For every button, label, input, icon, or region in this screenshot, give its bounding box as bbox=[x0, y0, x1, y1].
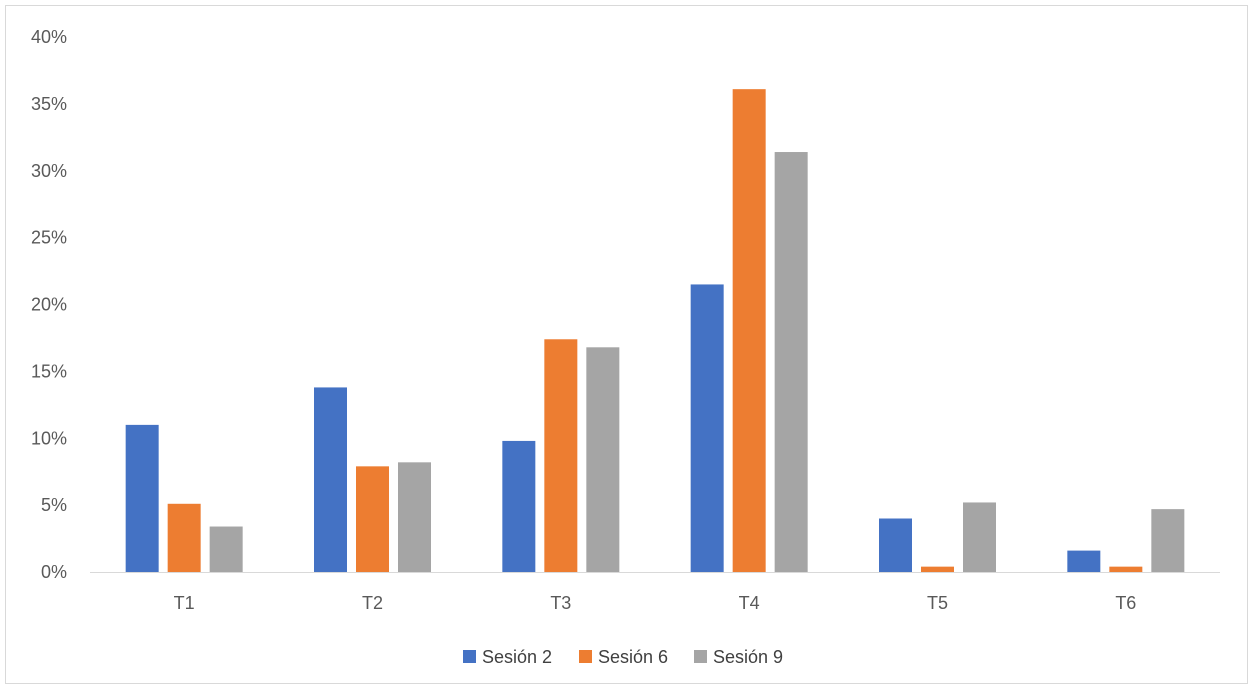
x-axis-ticks: T1 T2 T3 T4 T5 T6 bbox=[174, 593, 1137, 613]
bar-t3-series-3 bbox=[586, 347, 620, 572]
legend-label: Sesión 2 bbox=[482, 647, 552, 667]
bar-t3-series-2 bbox=[544, 339, 578, 572]
y-tick-label: 20% bbox=[31, 295, 67, 315]
legend-swatch bbox=[463, 650, 476, 663]
legend-label: Sesión 9 bbox=[713, 647, 783, 667]
y-tick-label: 10% bbox=[31, 428, 67, 448]
bar-t3-series-1 bbox=[502, 440, 536, 572]
bar-t2-series-2 bbox=[356, 466, 389, 572]
x-tick-label: T2 bbox=[362, 593, 383, 613]
bar-t2-series-1 bbox=[314, 387, 347, 572]
x-tick-label: T6 bbox=[1115, 593, 1136, 613]
legend-swatch bbox=[579, 650, 592, 663]
y-axis-ticks: 0% 5% 10% 15% 20% 25% 30% 35% 40% bbox=[31, 27, 67, 582]
bar-t5-series-2 bbox=[921, 566, 954, 572]
y-tick-label: 40% bbox=[31, 27, 67, 47]
y-tick-label: 5% bbox=[41, 495, 67, 515]
bar-t5-series-3 bbox=[963, 502, 996, 572]
x-tick-label: T4 bbox=[739, 593, 760, 613]
bar-t6-series-2 bbox=[1109, 566, 1143, 572]
bar-t1-series-2 bbox=[167, 503, 201, 572]
x-tick-label: T5 bbox=[927, 593, 948, 613]
bar-t5-series-1 bbox=[879, 518, 912, 572]
bar-t6-series-3 bbox=[1151, 509, 1185, 572]
bar-t6-series-1 bbox=[1067, 550, 1101, 572]
bar-t4-series-3 bbox=[774, 152, 808, 572]
chart-frame: 0% 5% 10% 15% 20% 25% 30% 35% 40% T1 T2 T3 T4 T5 T6 S… bbox=[5, 5, 1248, 684]
legend-label: Sesión 6 bbox=[598, 647, 668, 667]
x-tick-label: T1 bbox=[174, 593, 195, 613]
y-tick-label: 15% bbox=[31, 361, 67, 381]
bars bbox=[125, 89, 1185, 572]
legend: Sesión 2 Sesión 6 Sesión 9 bbox=[463, 647, 783, 667]
bar-t4-series-1 bbox=[690, 284, 724, 572]
y-tick-label: 25% bbox=[31, 228, 67, 248]
y-tick-label: 35% bbox=[31, 94, 67, 114]
x-tick-label: T3 bbox=[550, 593, 571, 613]
bar-t1-series-3 bbox=[209, 526, 243, 572]
bar-t4-series-2 bbox=[732, 89, 766, 572]
legend-swatch bbox=[694, 650, 707, 663]
bar-t2-series-3 bbox=[398, 462, 431, 572]
y-tick-label: 30% bbox=[31, 161, 67, 181]
y-tick-label: 0% bbox=[41, 562, 67, 582]
bar-t1-series-1 bbox=[125, 424, 159, 572]
bar-chart: 0% 5% 10% 15% 20% 25% 30% 35% 40% T1 T2 T3 T4 T5 T6 S… bbox=[31, 27, 1220, 667]
